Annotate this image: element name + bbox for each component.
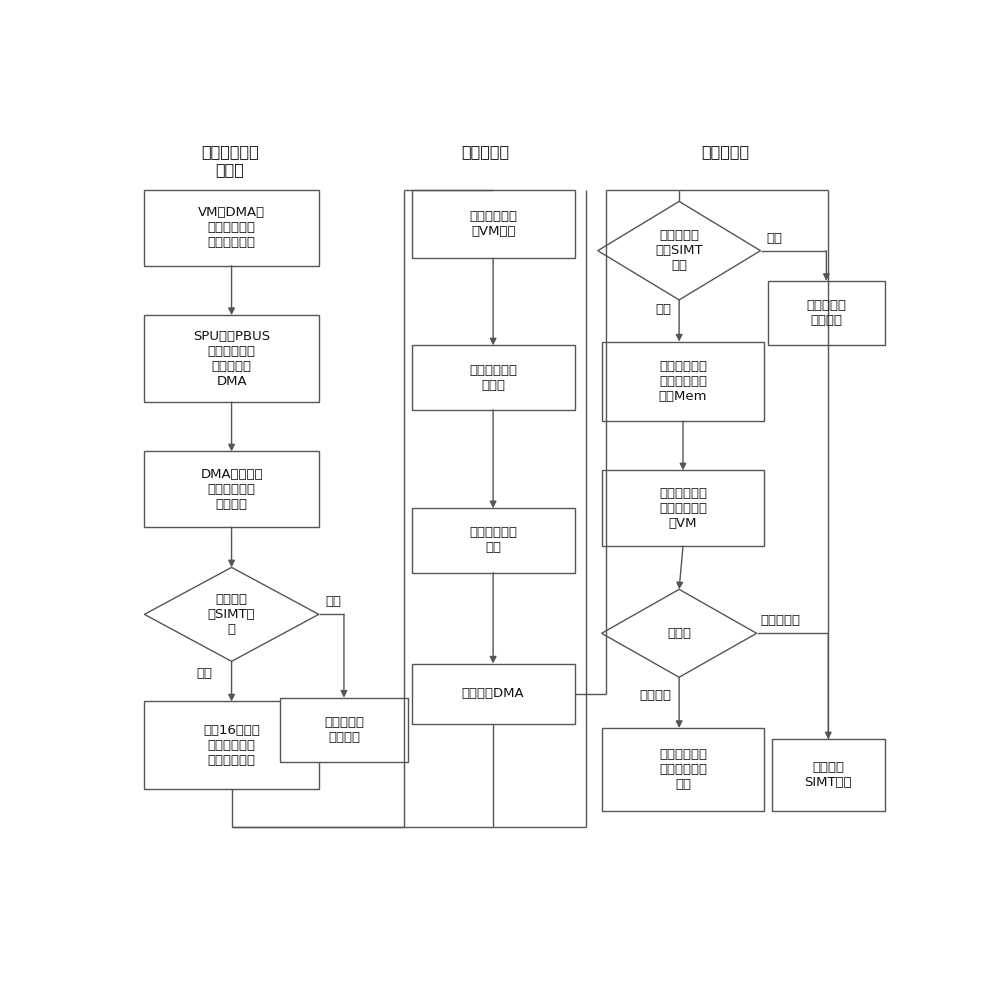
- Text: 读取16组基址
址、地址偏移
和列计数参数: 读取16组基址 址、地址偏移 和列计数参数: [203, 723, 260, 767]
- Bar: [772, 739, 885, 812]
- Text: DMA通用物理
通道读取传统
传输参数: DMA通用物理 通道读取传统 传输参数: [200, 467, 263, 511]
- Text: VM给DMA配
置基址、地址
偏移和列计数: VM给DMA配 置基址、地址 偏移和列计数: [198, 207, 265, 249]
- Bar: [412, 190, 574, 258]
- Text: 无效: 无效: [325, 595, 341, 608]
- Text: 读请求发往目
标外设: 读请求发往目 标外设: [469, 363, 517, 392]
- Bar: [602, 728, 764, 812]
- Text: 传输读请求: 传输读请求: [461, 145, 509, 159]
- Bar: [144, 702, 319, 788]
- Text: 配置参数、启
动传输: 配置参数、启 动传输: [201, 145, 258, 177]
- Polygon shape: [598, 202, 761, 300]
- Text: 数据进入DMA: 数据进入DMA: [462, 688, 524, 701]
- Text: 目标外设返回
数据: 目标外设返回 数据: [469, 526, 517, 555]
- Bar: [602, 341, 764, 421]
- Bar: [412, 345, 574, 409]
- Bar: [144, 315, 319, 402]
- Bar: [144, 190, 319, 266]
- Polygon shape: [602, 589, 757, 677]
- Text: 有效: 有效: [196, 667, 212, 680]
- Text: 计数未完成: 计数未完成: [761, 614, 800, 627]
- Bar: [412, 509, 574, 573]
- Text: 传输结束，置
位结束标识寄
存器: 传输结束，置 位结束标识寄 存器: [659, 748, 707, 791]
- Text: 按其它传输
模式处理: 按其它传输 模式处理: [324, 716, 364, 744]
- Bar: [602, 470, 764, 546]
- Bar: [144, 452, 319, 527]
- Text: 无效: 无效: [767, 231, 783, 245]
- Text: 判断参数
中SIMT标
识: 判断参数 中SIMT标 识: [208, 593, 255, 636]
- Text: 取出返回数据
和写地址，发
往VM: 取出返回数据 和写地址，发 往VM: [659, 487, 707, 529]
- Text: 继续进行
SIMT传输: 继续进行 SIMT传输: [804, 762, 852, 789]
- Bar: [768, 281, 885, 345]
- Text: 有效: 有效: [655, 303, 671, 316]
- Polygon shape: [144, 568, 319, 661]
- Text: 计数器: 计数器: [667, 627, 691, 640]
- Text: 生成读请求和
写VM地址: 生成读请求和 写VM地址: [469, 211, 517, 238]
- Text: SPU通过PBUS
配置传统传输
参数并启动
DMA: SPU通过PBUS 配置传统传输 参数并启动 DMA: [193, 330, 270, 388]
- Text: 传输写请求: 传输写请求: [702, 145, 750, 159]
- Text: 按其它传输
模式处理: 按其它传输 模式处理: [806, 299, 846, 328]
- Text: 返回数据进入
相应写请求存
储体Mem: 返回数据进入 相应写请求存 储体Mem: [659, 360, 707, 402]
- Bar: [412, 663, 574, 724]
- Text: 计数完成: 计数完成: [639, 689, 671, 702]
- Text: 判断返回数
据中SIMT
标识: 判断返回数 据中SIMT 标识: [655, 229, 703, 273]
- Bar: [280, 698, 408, 762]
